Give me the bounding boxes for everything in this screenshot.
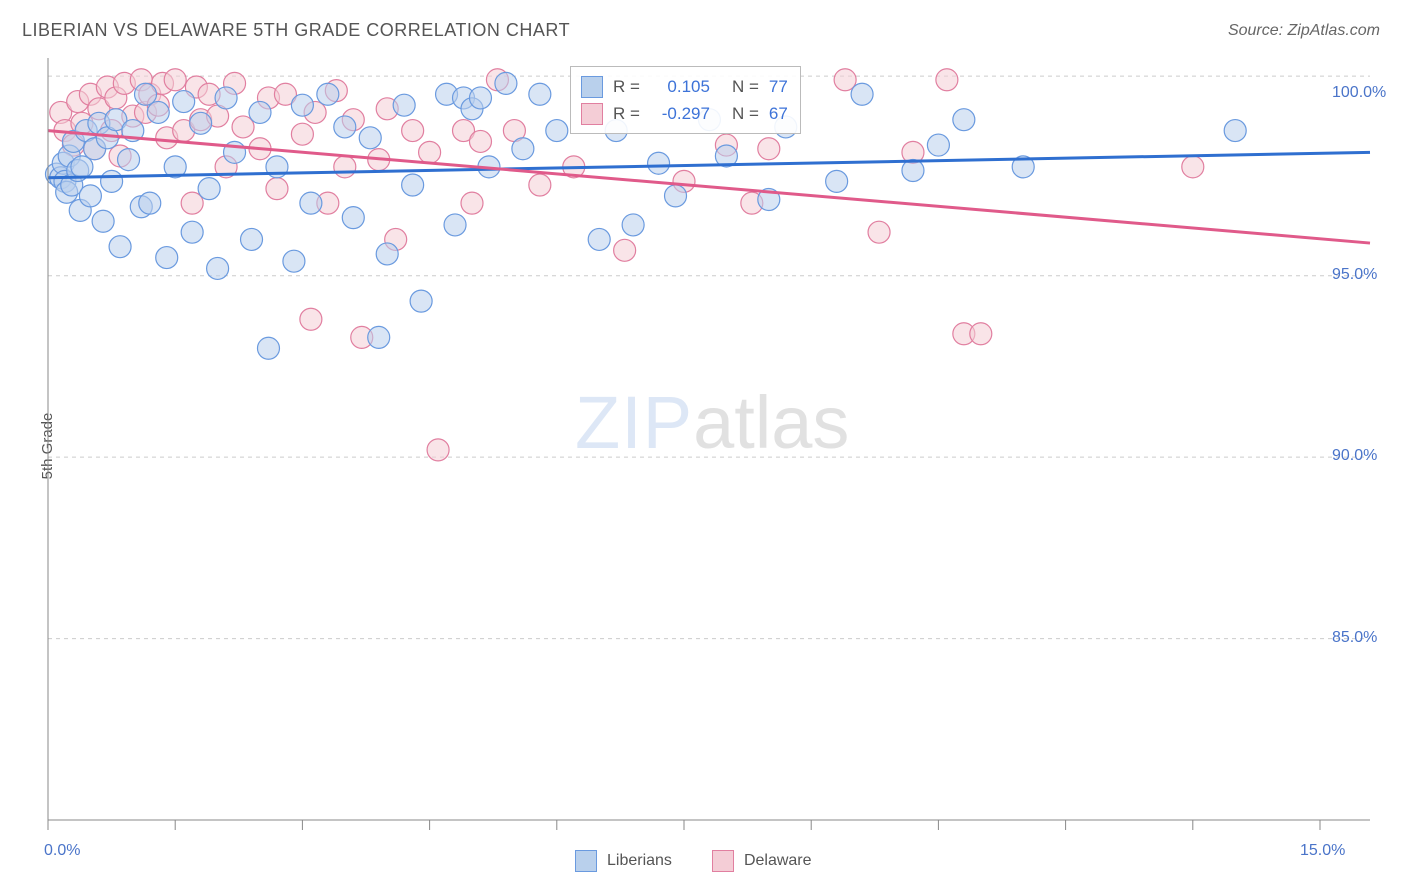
scatter-point bbox=[147, 101, 169, 123]
scatter-point bbox=[241, 228, 263, 250]
legend-swatch bbox=[575, 850, 597, 872]
stats-n-value: 77 bbox=[769, 73, 788, 100]
scatter-point bbox=[317, 83, 339, 105]
scatter-point bbox=[300, 308, 322, 330]
scatter-point bbox=[334, 156, 356, 178]
scatter-point bbox=[588, 228, 610, 250]
scatter-point bbox=[156, 247, 178, 269]
scatter-point bbox=[826, 170, 848, 192]
scatter-point bbox=[868, 221, 890, 243]
scatter-point bbox=[936, 69, 958, 91]
scatter-point bbox=[173, 91, 195, 113]
scatter-point bbox=[215, 87, 237, 109]
scatter-point bbox=[529, 174, 551, 196]
scatter-point bbox=[469, 130, 491, 152]
scatter-point bbox=[79, 185, 101, 207]
stats-r-value: -0.297 bbox=[650, 100, 710, 127]
scatter-point bbox=[359, 127, 381, 149]
stats-r-label: R = bbox=[613, 100, 640, 127]
scatter-point bbox=[402, 174, 424, 196]
scatter-point bbox=[614, 239, 636, 261]
scatter-point bbox=[376, 243, 398, 265]
stats-r-value: 0.105 bbox=[650, 73, 710, 100]
scatter-point bbox=[622, 214, 644, 236]
scatter-point bbox=[402, 120, 424, 142]
legend-swatch bbox=[712, 850, 734, 872]
scatter-point bbox=[461, 192, 483, 214]
scatter-point bbox=[118, 149, 140, 171]
scatter-point bbox=[1182, 156, 1204, 178]
scatter-point bbox=[334, 116, 356, 138]
stats-n-value: 67 bbox=[769, 100, 788, 127]
scatter-point bbox=[300, 192, 322, 214]
scatter-point bbox=[266, 178, 288, 200]
scatter-point bbox=[427, 439, 449, 461]
stats-n-label: N = bbox=[732, 73, 759, 100]
legend-label: Liberians bbox=[607, 852, 672, 870]
series-legend: Liberians Delaware bbox=[575, 850, 812, 872]
y-tick-label: 85.0% bbox=[1332, 629, 1377, 647]
legend-item: Delaware bbox=[712, 850, 812, 872]
stats-legend-row: R = -0.297 N = 67 bbox=[581, 100, 788, 127]
scatter-point bbox=[444, 214, 466, 236]
scatter-point bbox=[953, 109, 975, 131]
scatter-point bbox=[257, 337, 279, 359]
stats-r-label: R = bbox=[613, 73, 640, 100]
scatter-point bbox=[164, 69, 186, 91]
scatter-point bbox=[851, 83, 873, 105]
scatter-point bbox=[181, 221, 203, 243]
scatter-point bbox=[283, 250, 305, 272]
scatter-point bbox=[393, 94, 415, 116]
stats-legend-row: R = 0.105 N = 77 bbox=[581, 73, 788, 100]
scatter-point bbox=[190, 112, 212, 134]
scatter-point bbox=[198, 178, 220, 200]
legend-swatch bbox=[581, 76, 603, 98]
scatter-point bbox=[529, 83, 551, 105]
scatter-point bbox=[342, 207, 364, 229]
scatter-point bbox=[419, 141, 441, 163]
scatter-point bbox=[495, 72, 517, 94]
legend-swatch bbox=[581, 103, 603, 125]
y-tick-label: 95.0% bbox=[1332, 266, 1377, 284]
x-tick-label: 0.0% bbox=[44, 842, 80, 860]
scatter-point bbox=[1224, 120, 1246, 142]
scatter-point bbox=[758, 138, 780, 160]
stats-legend: R = 0.105 N = 77 R = -0.297 N = 67 bbox=[570, 66, 801, 134]
scatter-point bbox=[92, 210, 114, 232]
scatter-point bbox=[101, 170, 123, 192]
stats-n-label: N = bbox=[732, 100, 759, 127]
scatter-point bbox=[927, 134, 949, 156]
scatter-point bbox=[469, 87, 491, 109]
scatter-point bbox=[410, 290, 432, 312]
scatter-point bbox=[368, 326, 390, 348]
y-tick-label: 90.0% bbox=[1332, 447, 1377, 465]
scatter-point bbox=[291, 94, 313, 116]
x-tick-label: 15.0% bbox=[1300, 842, 1345, 860]
scatter-point bbox=[970, 323, 992, 345]
trend-line bbox=[48, 131, 1370, 243]
scatter-point bbox=[546, 120, 568, 142]
scatter-point bbox=[207, 257, 229, 279]
y-tick-label: 100.0% bbox=[1332, 84, 1386, 102]
scatter-point bbox=[648, 152, 670, 174]
legend-item: Liberians bbox=[575, 850, 672, 872]
scatter-point bbox=[291, 123, 313, 145]
trend-line bbox=[48, 152, 1370, 177]
chart-container: LIBERIAN VS DELAWARE 5TH GRADE CORRELATI… bbox=[0, 0, 1406, 892]
scatter-point bbox=[109, 236, 131, 258]
legend-label: Delaware bbox=[744, 852, 812, 870]
scatter-point bbox=[139, 192, 161, 214]
scatter-point bbox=[902, 159, 924, 181]
scatter-point bbox=[249, 101, 271, 123]
scatter-point bbox=[665, 185, 687, 207]
scatter-point bbox=[512, 138, 534, 160]
